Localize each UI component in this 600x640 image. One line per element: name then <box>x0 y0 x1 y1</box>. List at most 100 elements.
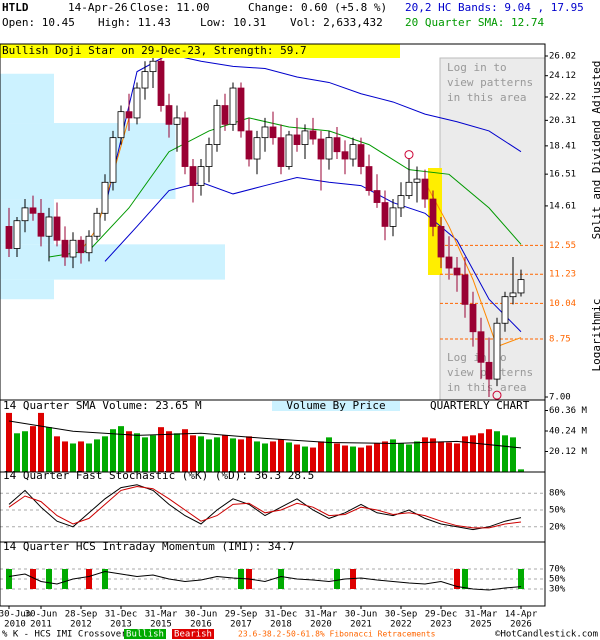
volume-bar <box>262 443 268 472</box>
candle-body <box>245 130 253 160</box>
locked-note: in this area <box>447 91 526 104</box>
stochastic-line <box>8 485 522 529</box>
x-tick-year: 2013 <box>110 620 132 630</box>
candle-body <box>429 198 437 227</box>
bullish-signal <box>6 569 12 589</box>
x-tick-label: 29-Dec <box>425 610 458 620</box>
pattern-label: Bullish Doji Star on 29-Dec-23, Strength… <box>2 44 307 57</box>
bullish-signal <box>462 569 468 589</box>
candle-body <box>397 195 405 209</box>
volume-bar <box>406 444 412 472</box>
candle-body <box>93 212 101 237</box>
candle-body <box>381 202 389 227</box>
candle-body <box>53 216 61 241</box>
axis-note: Logarithmic <box>590 299 600 372</box>
x-tick-year: 2021 <box>350 620 372 630</box>
candle-body <box>413 178 421 183</box>
volume-bar <box>310 447 316 472</box>
y-tick-label: 7.00 <box>549 393 571 403</box>
indicator-line <box>48 117 522 258</box>
volume-bar <box>126 431 132 472</box>
volume-bar <box>510 437 516 472</box>
volume-bar <box>22 431 28 472</box>
volume-bar <box>246 436 252 472</box>
y-tick-label: 20.31 <box>549 116 576 126</box>
candle-body <box>5 226 13 249</box>
candle-body <box>341 151 349 160</box>
volume-bar <box>478 433 484 472</box>
vbp-label: Volume By Price <box>286 399 385 412</box>
volume-bar <box>430 438 436 472</box>
fib-tick-label: 10.04 <box>549 299 576 309</box>
volume-bar <box>206 439 212 472</box>
candle-body <box>485 361 493 380</box>
candle-body <box>109 137 117 183</box>
candle-body <box>285 134 293 167</box>
volume-by-price-bar <box>0 73 54 124</box>
volume-bar <box>222 435 228 472</box>
x-tick-year: 2012 <box>70 620 92 630</box>
candle-body <box>197 166 205 186</box>
volume-bar <box>94 439 100 472</box>
quote-date: 14-Apr-26 <box>68 1 128 14</box>
candle-body <box>61 239 69 258</box>
volume-bar <box>302 446 308 472</box>
volume-bar <box>326 437 332 472</box>
candle-body <box>37 212 45 237</box>
volume-bar <box>374 443 380 472</box>
bullish-signal <box>334 569 340 589</box>
candle-body <box>493 322 501 380</box>
fib-tick-label: 11.23 <box>549 270 576 280</box>
candle-body <box>269 126 277 139</box>
candle-body <box>445 256 453 269</box>
change: Change: 0.60 (+5.8 %) <box>248 1 387 14</box>
candle-body <box>117 111 125 139</box>
candle-body <box>149 60 157 73</box>
imi-frame <box>0 541 546 607</box>
y-tick-label: 50% <box>549 506 566 516</box>
candle-body <box>365 166 373 191</box>
y-tick-label: 20% <box>549 522 566 532</box>
candle-body <box>389 207 397 227</box>
x-tick-label: 31-Dec <box>265 610 298 620</box>
candle-body <box>133 87 141 119</box>
x-tick-year: 2022 <box>390 620 412 630</box>
locked-note: view patterns <box>447 76 533 89</box>
candle-body <box>373 190 381 203</box>
volume-bar <box>174 433 180 472</box>
volume-bar <box>198 436 204 472</box>
bands: 20,2 HC Bands: 9.04 , 17.95 <box>405 1 584 14</box>
candle-body <box>101 181 109 214</box>
volume-bar <box>382 441 388 472</box>
volume-bar <box>422 437 428 472</box>
bullish-box <box>124 629 166 639</box>
volume-bar <box>358 447 364 472</box>
locked-area <box>439 57 546 401</box>
x-tick-label: 30-Jun <box>0 610 31 620</box>
chart-label: QUARTERLY CHART <box>430 399 530 412</box>
y-tick-label: 50% <box>549 575 566 585</box>
candle-body <box>477 331 485 363</box>
candle-body <box>293 134 301 145</box>
bullish-signal <box>62 569 68 589</box>
x-tick-label: 31-Dec <box>105 610 138 620</box>
volume-bar <box>238 439 244 472</box>
candle-body <box>213 105 221 145</box>
volume-bar <box>486 429 492 472</box>
x-tick-label: 30-Jun <box>185 610 218 620</box>
y-tick-label: 30% <box>549 585 566 595</box>
x-tick-year: 2016 <box>190 620 212 630</box>
candle-body <box>509 292 517 298</box>
volume-bar <box>254 441 260 472</box>
candle-body <box>189 166 197 186</box>
volume-bar <box>350 446 356 472</box>
x-tick-label: 30-Jun <box>25 610 58 620</box>
candle-body <box>253 137 261 160</box>
y-tick-label: 20.12 M <box>549 447 588 457</box>
symbol: HTLD <box>2 1 29 14</box>
bullish-label: Bullish <box>126 630 164 640</box>
volume-by-price-bar <box>0 123 176 200</box>
volume-bar <box>494 431 500 472</box>
fib-tick-label: 12.55 <box>549 241 576 251</box>
volume-bar <box>286 442 292 472</box>
